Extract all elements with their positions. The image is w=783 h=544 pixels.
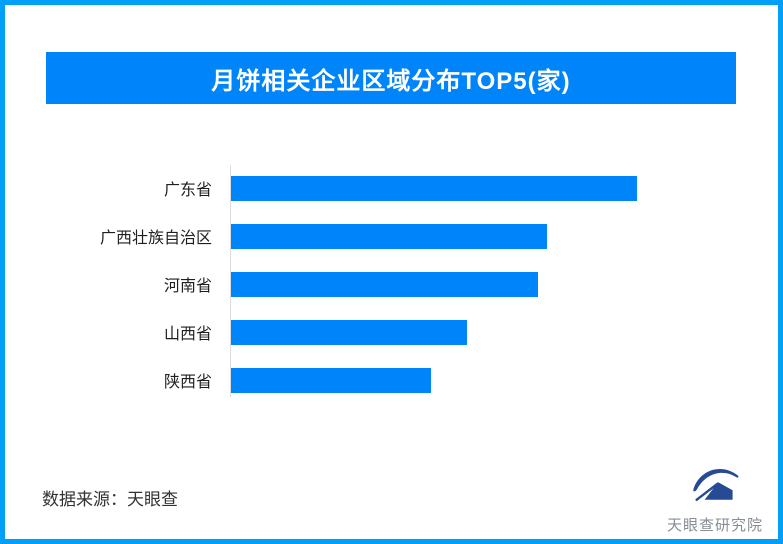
bar	[231, 271, 538, 297]
tianyancha-eye-swoosh-icon	[691, 462, 739, 509]
category-label: 陕西省	[163, 374, 212, 391]
chart-row: 山西省	[0, 308, 780, 356]
chart-rows: 广东省广西壮族自治区河南省山西省陕西省	[0, 164, 780, 404]
bar	[231, 223, 547, 249]
category-label: 广东省	[163, 182, 212, 199]
category-label: 河南省	[163, 278, 212, 295]
category-label: 广西壮族自治区	[99, 230, 212, 247]
chart-title: 月饼相关企业区域分布TOP5(家)	[211, 67, 571, 95]
bar	[231, 367, 431, 393]
chart-title-banner: 月饼相关企业区域分布TOP5(家)	[46, 52, 736, 104]
bar	[231, 319, 467, 345]
chart-row: 广东省	[0, 164, 780, 212]
y-axis-line	[230, 165, 231, 397]
tianyancha-logo-label: 天眼查研究院	[666, 517, 763, 534]
data-source-label: 数据来源：天眼查	[42, 490, 178, 509]
category-label: 山西省	[163, 326, 212, 343]
bar	[231, 175, 637, 201]
tianyancha-logo: 天眼查研究院	[650, 462, 780, 535]
chart-row: 陕西省	[0, 356, 780, 404]
chart-row: 河南省	[0, 260, 780, 308]
chart-row: 广西壮族自治区	[0, 212, 780, 260]
